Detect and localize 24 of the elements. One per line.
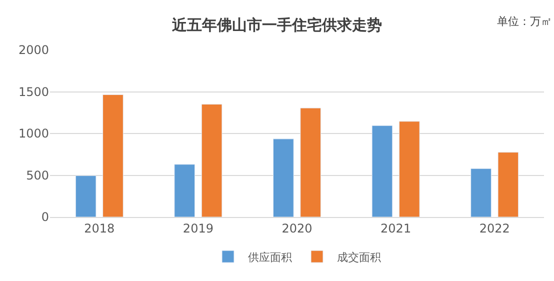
x-tick-label: 2020 — [282, 221, 312, 236]
legend-label: 成交面积 — [337, 250, 381, 264]
bar — [498, 152, 519, 217]
y-tick-label: 1000 — [18, 126, 49, 141]
y-tick-label: 500 — [26, 168, 49, 182]
bar — [174, 164, 196, 217]
x-tick-label: 2021 — [380, 221, 412, 236]
bar — [470, 168, 492, 217]
bar — [272, 138, 294, 217]
bar — [372, 125, 393, 217]
bar — [398, 121, 420, 217]
y-tick-label: 2000 — [18, 43, 49, 58]
x-tick-label: 2019 — [182, 221, 214, 236]
bar — [75, 175, 96, 217]
y-tick-label: 1500 — [18, 84, 49, 99]
chart-title: 近五年佛山市一手住宅供求走势 — [171, 16, 382, 34]
x-tick-label: 2022 — [479, 221, 510, 236]
legend-label: 供应面积 — [248, 250, 292, 264]
y-tick-label: 0 — [41, 210, 49, 224]
text: 单位：万㎡ — [497, 15, 552, 28]
bar — [102, 94, 124, 217]
bar — [201, 104, 222, 217]
bar — [300, 108, 322, 217]
x-tick-label: 2018 — [84, 221, 115, 236]
